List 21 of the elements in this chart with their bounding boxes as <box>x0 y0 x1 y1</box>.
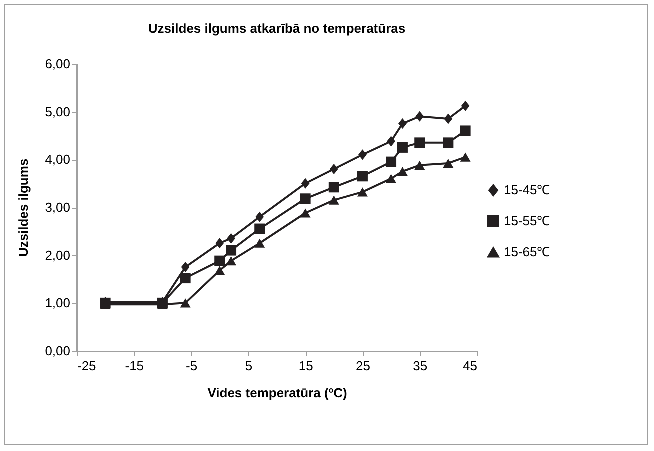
x-tick-label: -15 <box>125 358 144 374</box>
x-tick-label: 25 <box>356 358 370 374</box>
x-tick-label: -5 <box>186 358 198 374</box>
y-tick-label: 0,00 <box>45 344 70 358</box>
y-axis-title: Uzsildes ilgums <box>16 158 32 258</box>
legend-label: 15-45℃ <box>504 182 550 198</box>
y-tick-label: 4,00 <box>45 152 70 168</box>
x-tick-label: 35 <box>413 358 428 374</box>
y-tick-label: 6,00 <box>45 56 70 72</box>
x-tick-label: 45 <box>463 358 478 374</box>
x-axis-title: Vides temperatūra (ºC) <box>208 386 348 400</box>
y-tick-label: 2,00 <box>45 248 70 263</box>
chart-title: Uzsildes ilgums atkarībā no temperatūras <box>148 21 406 36</box>
y-tick-label: 1,00 <box>45 296 70 311</box>
x-tick-label: 5 <box>245 358 253 374</box>
y-tick-label: 5,00 <box>45 104 70 120</box>
x-tick-label: -25 <box>78 358 96 374</box>
legend-label: 15-55℃ <box>504 214 550 228</box>
y-tick-label: 3,00 <box>45 200 70 215</box>
legend-label: 15-65℃ <box>504 244 550 260</box>
x-tick-label: 15 <box>298 358 314 374</box>
